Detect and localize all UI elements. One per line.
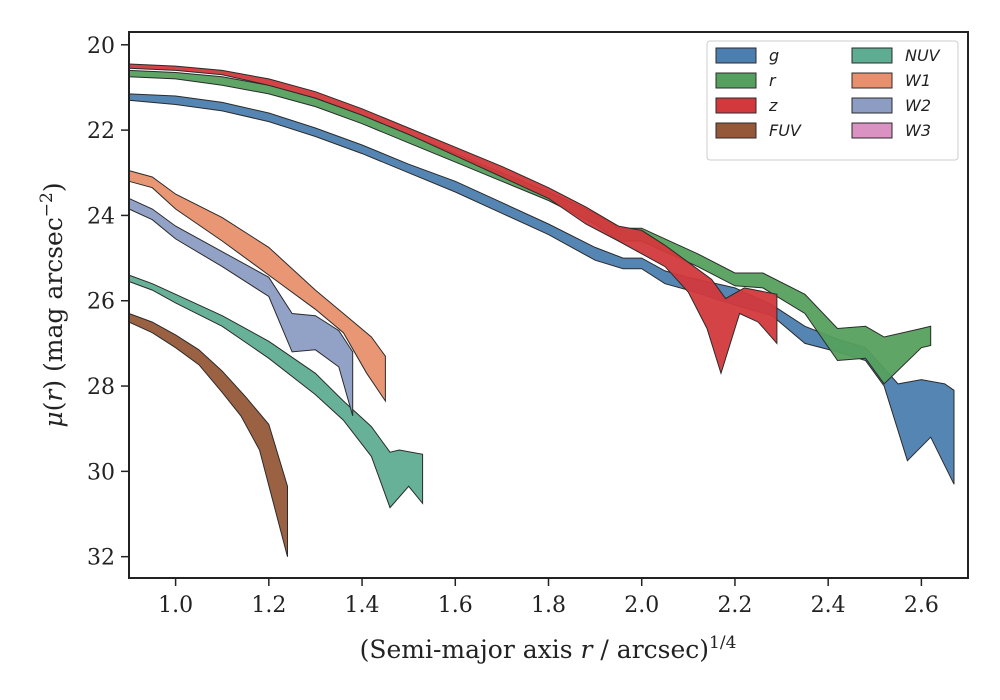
band-nuv: [128, 274, 424, 509]
legend-swatch-w3: [851, 122, 893, 139]
x-tick-label: 1.4: [345, 593, 380, 618]
y-tick-label: 32: [87, 546, 115, 571]
y-axis-ticks: 20 22 24 26 28 30 32: [87, 34, 129, 571]
y-tick-label: 26: [87, 290, 115, 315]
band-w1: [128, 169, 386, 403]
legend-swatch-r: [715, 72, 757, 89]
band-w2: [128, 197, 354, 417]
x-tick-label: 1.2: [251, 593, 286, 618]
y-tick-label: 20: [87, 34, 115, 59]
x-tick-label: 1.6: [438, 593, 473, 618]
y-tick-label: 28: [87, 375, 115, 400]
x-axis-label: (Semi-major axis r / arcsec)1/4: [360, 633, 737, 664]
legend-box: [706, 40, 959, 161]
x-tick-label: 2.2: [717, 593, 752, 618]
x-tick-label: 1.8: [531, 593, 566, 618]
legend-swatch-g: [715, 47, 757, 64]
x-tick-label: 2.0: [624, 593, 659, 618]
x-tick-label: 2.6: [904, 593, 939, 618]
x-tick-label: 1.0: [158, 593, 193, 618]
legend-label-z: z: [768, 96, 778, 115]
legend-swatch-fuv: [715, 122, 757, 139]
legend-swatch-w1: [851, 72, 893, 89]
x-tick-label: 2.4: [811, 593, 846, 618]
y-tick-label: 22: [87, 119, 115, 144]
legend-label-w2: W2: [905, 96, 931, 115]
y-tick-label: 30: [87, 460, 115, 485]
legend-swatch-w2: [851, 97, 893, 114]
legend: grz FUV NUV W1 W2 W3: [706, 40, 959, 161]
y-axis-label: μ(r) (mag arcsec−2): [37, 182, 68, 427]
x-axis-ticks: 1.0 1.2 1.4 1.6 1.8 2.0 2.2 2.4 2.6: [158, 578, 939, 618]
legend-label-w1: W1: [905, 71, 931, 90]
y-tick-label: 24: [87, 204, 115, 229]
legend-label-g: g: [769, 46, 779, 65]
legend-swatch-z: [715, 97, 757, 114]
band-fuv: [128, 312, 288, 557]
legend-swatch-nuv: [851, 47, 893, 64]
band-z: [128, 63, 778, 375]
legend-label-w3: W3: [905, 121, 931, 140]
series-bands: [128, 63, 955, 557]
legend-label-r: r: [769, 71, 777, 90]
legend-label-nuv: NUV: [905, 46, 941, 65]
band-g: [128, 93, 955, 485]
legend-label-fuv: FUV: [769, 121, 802, 140]
